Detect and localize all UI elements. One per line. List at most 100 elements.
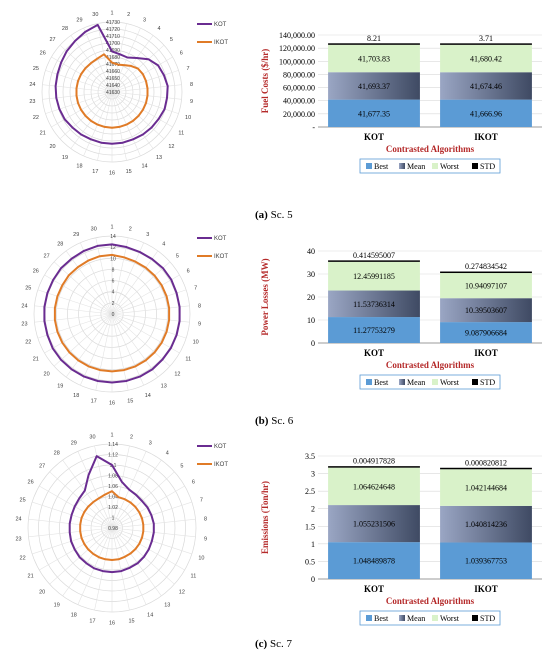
radar-category-label: 24 — [15, 517, 21, 523]
radar-category-label: 8 — [204, 517, 207, 523]
y-tick-label: 10 — [307, 316, 315, 325]
radar-category-label: 3 — [146, 232, 149, 238]
radar-spoke — [111, 313, 129, 391]
y-tick-label: 2.5 — [305, 487, 315, 496]
radar-series-kot — [68, 455, 155, 574]
radar-spoke — [65, 250, 113, 315]
legend-swatch-std — [472, 615, 478, 621]
y-tick-label: 120,000.00 — [279, 44, 315, 53]
bar-std-label: 0.414595007 — [353, 251, 395, 260]
bar-worst-kot — [328, 44, 420, 73]
radar-category-label: 30 — [89, 435, 95, 441]
bar-mean-ikot — [440, 72, 532, 100]
radar-category-label: 30 — [92, 12, 98, 18]
radar-category-label: 13 — [164, 603, 170, 609]
legend-label: Worst — [440, 378, 460, 387]
bar-std-label: 0.004917828 — [353, 457, 395, 466]
radar-category-label: 30 — [91, 226, 97, 232]
bar-data-label: 41,680.42 — [470, 55, 502, 64]
radar-tick-label: 1.04 — [108, 495, 118, 501]
radar-spoke — [111, 289, 187, 315]
bar-data-label: 41,674.46 — [470, 82, 502, 91]
radar-spoke — [34, 305, 113, 315]
radar-category-label: 18 — [76, 164, 82, 170]
caption-b: (b) Sc. 6 — [255, 415, 294, 427]
y-axis-title: Power Losses (MW) — [260, 258, 270, 335]
legend-label: Mean — [407, 378, 425, 387]
radar-category-label: 26 — [40, 51, 46, 57]
radar-category-label: 8 — [190, 82, 193, 88]
legend-label: IKOT — [214, 254, 228, 260]
radar-spoke — [111, 471, 175, 529]
radar-tick-label: 14 — [110, 234, 116, 240]
radar-category-label: 28 — [62, 26, 68, 32]
radar-category-label: 13 — [156, 155, 162, 161]
y-tick-label: 140,000.00 — [279, 31, 315, 40]
bar-best-kot — [328, 99, 420, 127]
radar-spoke — [111, 305, 190, 315]
bar-best-kot — [328, 317, 420, 343]
radar-category-label: 20 — [39, 589, 45, 595]
y-tick-label: 20,000.00 — [283, 110, 315, 119]
radar-spoke — [34, 313, 113, 323]
legend-swatch-worst — [432, 615, 438, 621]
radar-category-label: 2 — [127, 12, 130, 18]
bar-data-label: 41,666.96 — [470, 109, 502, 118]
radar-spoke — [111, 527, 130, 611]
bar-mean-kot — [328, 505, 420, 543]
legend-label: Best — [374, 378, 389, 387]
radar-tick-label: 12 — [110, 245, 116, 251]
radar-series-ikot — [53, 253, 171, 373]
radar-spoke — [37, 313, 113, 339]
y-tick-label: 100,000.00 — [279, 57, 315, 66]
radar-tick-label: 8 — [112, 267, 115, 273]
legend-swatch-best — [366, 615, 372, 621]
radar-category-label: 10 — [193, 340, 199, 346]
radar-spoke — [111, 459, 162, 529]
radar-category-label: 24 — [29, 82, 35, 88]
radar-category-label: 20 — [44, 371, 50, 377]
radar-spoke — [77, 451, 113, 529]
radar-spoke — [111, 313, 187, 339]
y-tick-label: 0.5 — [305, 557, 315, 566]
bar-std-kot — [328, 466, 420, 468]
radar-spoke — [44, 274, 113, 315]
bar-data-label: 1.042144684 — [465, 484, 507, 493]
radar-tick-label: 1.14 — [108, 442, 118, 448]
bar-data-label: 11.27753279 — [353, 326, 395, 335]
radar-spoke — [111, 313, 171, 367]
radar-spoke — [111, 313, 159, 378]
radar-category-label: 15 — [126, 169, 132, 175]
radar-tick-label: 41640 — [106, 83, 120, 89]
bar-std-kot — [328, 260, 420, 262]
bar-data-label: 10.94097107 — [465, 282, 507, 291]
radar-category-label: 26 — [28, 480, 34, 486]
radar-spoke — [111, 242, 144, 315]
radar-spoke — [95, 313, 113, 391]
radar-category-label: 5 — [170, 37, 173, 43]
radar-spoke — [111, 27, 141, 93]
bar-std-label: 0.000820812 — [465, 458, 507, 467]
radar-category-label: 26 — [33, 269, 39, 275]
bar-best-ikot — [440, 542, 532, 579]
bar-data-label: 12.45991185 — [353, 272, 395, 281]
y-tick-label: 1.5 — [305, 522, 315, 531]
radar-spoke — [83, 27, 113, 93]
bar-data-label: 10.39503607 — [465, 306, 507, 315]
bar-data-label: 41,703.83 — [358, 55, 390, 64]
legend-swatch-mean — [399, 615, 405, 621]
legend-swatch-mean — [399, 163, 405, 169]
y-axis-title: Emissions (Ton/hr) — [260, 481, 270, 554]
radar-category-label: 17 — [91, 399, 97, 405]
legend-label: STD — [480, 614, 495, 623]
radar-series-ikot — [75, 53, 149, 129]
bar-legend-box — [359, 374, 501, 390]
radar-category-label: 4 — [162, 241, 165, 247]
radar-category-label: 22 — [20, 556, 26, 562]
x-axis-title: Contrasted Algorithms — [386, 360, 475, 370]
radar-spoke — [111, 250, 159, 315]
caption-c: (c) Sc. 7 — [255, 638, 292, 650]
bar-std-label: 8.21 — [367, 34, 381, 43]
radar-spoke — [111, 527, 175, 585]
radar-category-label: 11 — [191, 574, 197, 580]
